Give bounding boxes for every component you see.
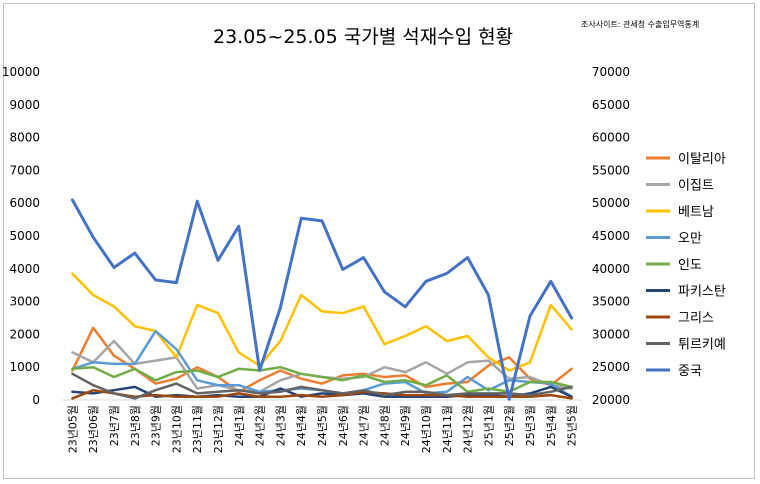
x-tick-label: 24년1월 — [233, 405, 246, 446]
y-right-tick-label: 20000 — [592, 393, 630, 407]
legend-label: 그리스 — [678, 311, 714, 326]
series-layer — [70, 198, 574, 401]
legend-label: 이탈리아 — [678, 152, 726, 167]
y-left-tick-label: 10000 — [2, 65, 40, 79]
legend-label: 파키스탄 — [678, 285, 726, 300]
x-tick-label: 24년3월 — [274, 405, 287, 446]
x-tick-label: 23년05월 — [66, 405, 79, 453]
x-tick-label: 23년8월 — [129, 405, 142, 446]
x-tick-label: 23년12월 — [212, 405, 225, 453]
x-tick-label: 23년11월 — [191, 405, 204, 453]
x-tick-label: 25년4월 — [545, 405, 558, 446]
y-left-tick-label: 1000 — [9, 360, 40, 374]
x-tick-label: 25년2월 — [503, 405, 516, 446]
chart-title: 23.05~25.05 국가별 석재수입 현황 — [213, 26, 514, 48]
y-left-tick-label: 6000 — [9, 196, 40, 210]
x-tick-label: 25년3월 — [524, 405, 537, 446]
legend-label: 베트남 — [678, 205, 714, 220]
legend-label: 튀르키예 — [678, 338, 726, 353]
legend-label: 인도 — [678, 258, 702, 273]
x-tick-label: 25년5월 — [566, 405, 579, 446]
y-left-tick-label: 3000 — [9, 295, 40, 309]
x-tick-label: 24년9월 — [399, 405, 412, 446]
y-right-tick-label: 30000 — [592, 327, 630, 341]
series-line — [71, 326, 573, 394]
series-line — [70, 198, 574, 401]
y-right-tick-label: 35000 — [592, 295, 630, 309]
x-tick-label: 23년9월 — [150, 405, 163, 446]
axes-layer: 0 1000 2000 3000 4000 5000 6000 7000 8000 9000 100… — [2, 65, 630, 453]
legend-label: 오만 — [678, 232, 702, 247]
series-line — [71, 388, 573, 400]
legend-label: 이집트 — [678, 179, 714, 194]
legend-label: 중국 — [678, 364, 702, 379]
y-left-tick-label: 4000 — [9, 262, 40, 276]
series-line — [71, 365, 573, 394]
y-right-tick-label: 45000 — [592, 229, 630, 243]
x-tick-label: 24년5월 — [316, 405, 329, 446]
y-right-tick-label: 40000 — [592, 262, 630, 276]
x-tick-label: 24년8월 — [378, 405, 391, 446]
y-left-tick-label: 5000 — [9, 229, 40, 243]
series-line — [71, 385, 573, 398]
y-left-tick-label: 8000 — [9, 131, 40, 145]
y-left-tick-label: 7000 — [9, 163, 40, 177]
series-line — [71, 372, 573, 400]
y-right-tick-label: 55000 — [592, 163, 630, 177]
x-tick-label: 24년11월 — [441, 405, 454, 453]
y-right-tick-label: 70000 — [592, 65, 630, 79]
x-tick-label: 24년12월 — [462, 405, 475, 453]
x-tick-label: 23년10월 — [170, 405, 183, 453]
source-note: 조사사이트: 관세청 수출입무역통계 — [581, 20, 700, 29]
x-tick-label: 24년6월 — [337, 405, 350, 446]
y-left-tick-label: 2000 — [9, 327, 40, 341]
y-right-tick-label: 65000 — [592, 98, 630, 112]
x-tick-label: 25년1월 — [482, 405, 495, 446]
x-tick-label: 23년06월 — [87, 405, 100, 453]
y-right-tick-label: 50000 — [592, 196, 630, 210]
x-tick-label: 23년7월 — [108, 405, 121, 446]
x-tick-label: 24년10월 — [420, 405, 433, 453]
series-line — [71, 272, 573, 372]
y-left-tick-label: 9000 — [9, 98, 40, 112]
x-tick-label: 24년4월 — [295, 405, 308, 446]
y-right-tick-label: 25000 — [592, 360, 630, 374]
x-tick-label: 24년7월 — [358, 405, 371, 446]
x-tick-label: 24년2월 — [254, 405, 267, 446]
y-left-tick-label: 0 — [32, 393, 40, 407]
y-right-tick-label: 60000 — [592, 131, 630, 145]
